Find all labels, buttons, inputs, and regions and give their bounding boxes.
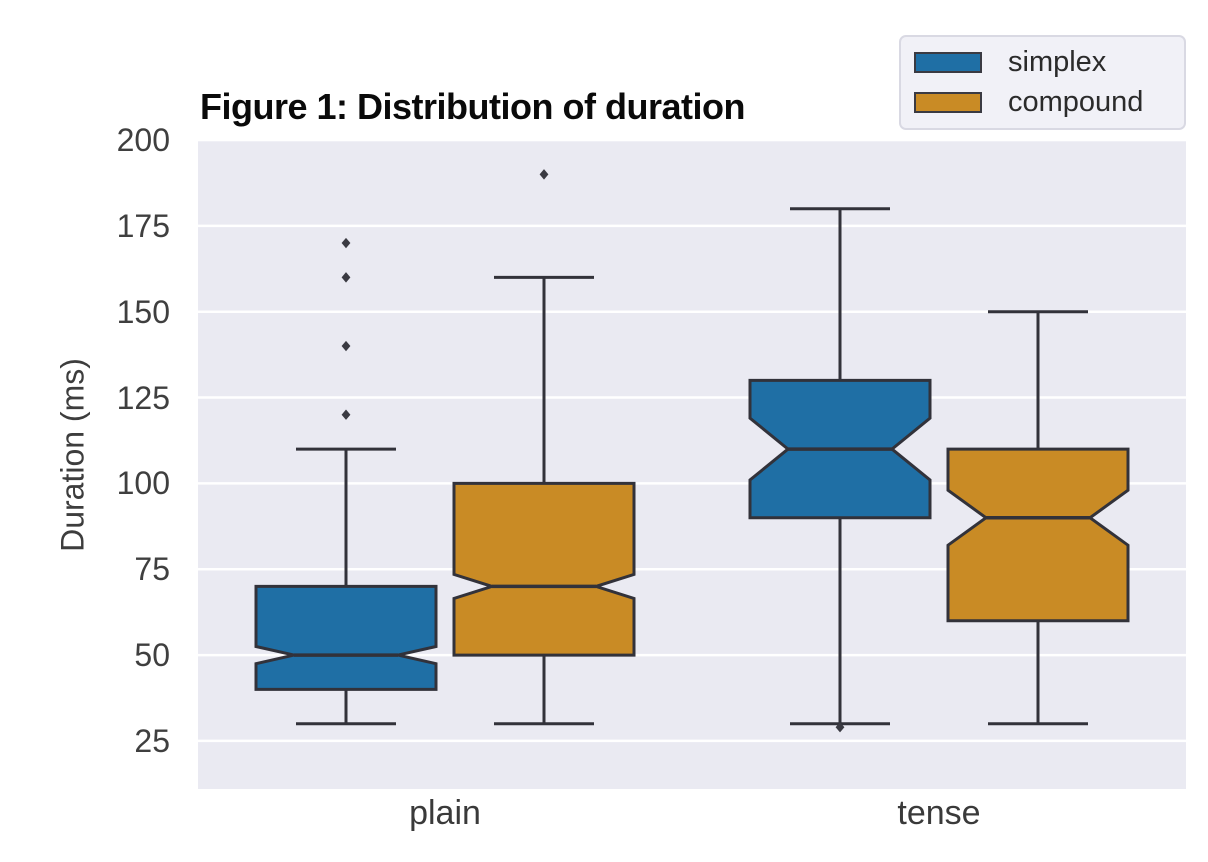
box-tense-simplex-outlier-29 (835, 721, 845, 733)
y-tick-label-200: 200 (116, 122, 170, 159)
box-plain-compound (452, 481, 636, 657)
box-plain-simplex-outlier-170 (341, 237, 351, 249)
legend-label-simplex: simplex (1008, 46, 1107, 78)
y-tick-label-150: 150 (116, 293, 170, 330)
legend-swatch-simplex (914, 52, 982, 73)
legend-swatch-compound (914, 92, 982, 113)
box-plain-compound-outlier-190 (539, 169, 549, 180)
x-tick-label-plain: plain (409, 794, 481, 832)
y-tick-label-125: 125 (116, 379, 170, 416)
legend: simplex compound (899, 35, 1186, 130)
box-plain-simplex-outlier-160 (341, 272, 351, 283)
y-tick-label-100: 100 (116, 465, 170, 502)
figure-title: Figure 1: Distribution of duration (200, 86, 745, 127)
x-tick-label-tense: tense (897, 794, 981, 832)
y-tick-label-50: 50 (134, 637, 170, 674)
box-tense-compound (946, 447, 1130, 623)
y-tick-label-75: 75 (134, 551, 170, 588)
box-plain-simplex (254, 584, 438, 691)
y-tick-label-25: 25 (134, 722, 170, 759)
legend-item-simplex: simplex (914, 48, 1184, 77)
box-plain-simplex-outlier-140 (341, 340, 351, 352)
legend-label-compound: compound (1008, 86, 1144, 118)
legend-item-compound: compound (914, 88, 1184, 117)
y-tick-label-175: 175 (116, 207, 170, 244)
box-plain-simplex-outlier-120 (341, 409, 351, 420)
